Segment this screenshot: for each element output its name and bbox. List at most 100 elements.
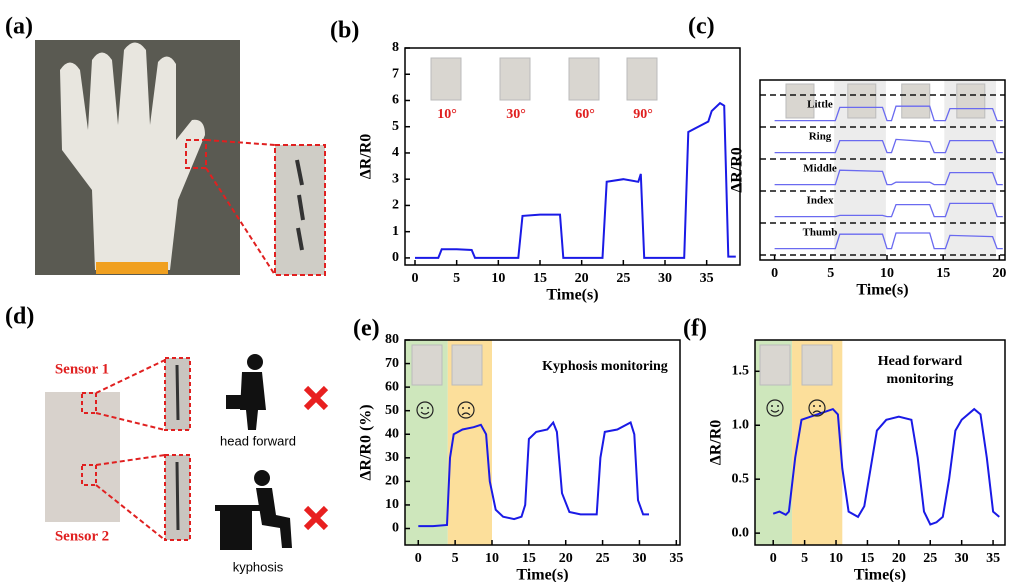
x-tick-label: 20 <box>992 266 1006 281</box>
x-tick-label: 0 <box>771 266 778 281</box>
y-axis-label: ΔR/R0 <box>729 147 746 193</box>
y-tick-label: 3 <box>392 171 399 186</box>
x-tick-label: 35 <box>986 551 1000 566</box>
x-tick-label: 0 <box>415 551 422 566</box>
annotation: 60° <box>575 107 595 122</box>
x-tick-label: 5 <box>801 551 808 566</box>
x-tick-label: 25 <box>923 551 937 566</box>
photo <box>802 345 832 385</box>
y-tick-label: 5 <box>392 119 399 134</box>
panel-label: (e) <box>353 316 380 342</box>
annotation: Head forward <box>878 354 963 369</box>
photo <box>902 84 930 118</box>
x-tick-label: 5 <box>452 551 459 566</box>
y-axis-label: ΔR/R0 <box>358 134 375 180</box>
channel-label: Thumb <box>803 227 838 239</box>
x-tick-label: 25 <box>596 551 610 566</box>
y-tick-label: 6 <box>392 93 399 108</box>
photo <box>569 58 599 100</box>
y-tick-label: 60 <box>385 379 399 394</box>
annotation: monitoring <box>887 372 954 387</box>
y-tick-label: 1 <box>392 224 399 239</box>
x-tick-label: 5 <box>453 271 460 286</box>
channel-label: Index <box>807 195 834 207</box>
photo <box>760 345 790 385</box>
x-tick-label: 20 <box>892 551 906 566</box>
x-tick-label: 30 <box>658 271 672 286</box>
photo <box>957 84 985 118</box>
x-tick-label: 15 <box>522 551 536 566</box>
x-tick-label: 0 <box>770 551 777 566</box>
face-icon <box>771 405 773 407</box>
x-tick-label: 5 <box>827 266 834 281</box>
x-tick-label: 20 <box>575 271 589 286</box>
x-tick-label: 10 <box>829 551 843 566</box>
x-tick-label: 15 <box>936 266 950 281</box>
y-tick-label: 4 <box>392 145 399 160</box>
face-icon <box>813 405 815 407</box>
y-tick-label: 40 <box>385 426 399 441</box>
x-tick-label: 10 <box>491 271 505 286</box>
photo <box>500 58 530 100</box>
figure: (a) (b) (c) (d) (e) (f) Sensor 1 Sensor … <box>0 0 1012 582</box>
y-tick-label: 10 <box>385 497 399 512</box>
posture-icons <box>215 354 326 550</box>
y-axis-label: ΔR/R0 (%) <box>358 404 375 480</box>
y-tick-label: 1.5 <box>732 364 750 379</box>
x-tick-label: 30 <box>955 551 969 566</box>
channel-label: Little <box>807 99 833 111</box>
x-tick-label: 25 <box>616 271 630 286</box>
y-tick-label: 70 <box>385 356 399 371</box>
panel-label: (d) <box>5 304 34 330</box>
panel-label: (a) <box>5 14 33 40</box>
shirt-photo <box>45 358 190 540</box>
channel-label: Middle <box>803 163 837 175</box>
x-tick-label: 10 <box>485 551 499 566</box>
annotation: 90° <box>633 107 653 122</box>
photo <box>848 84 876 118</box>
glove-photo <box>35 40 325 275</box>
x-tick-label: 10 <box>880 266 894 281</box>
x-axis-label: Time(s) <box>546 287 598 304</box>
x-tick-label: 35 <box>700 271 714 286</box>
sensor-label: Sensor 1 <box>55 361 109 377</box>
face-icon <box>468 407 470 409</box>
y-tick-label: 0 <box>392 521 399 536</box>
x-axis-label: Time(s) <box>516 567 568 582</box>
line <box>415 103 736 258</box>
sensor-label: Sensor 2 <box>55 528 109 544</box>
y-tick-label: 0.5 <box>732 471 750 486</box>
x-axis-label: Time(s) <box>854 567 906 582</box>
posture-label: head forward <box>220 433 296 448</box>
y-tick-label: 0.0 <box>732 525 750 540</box>
x-tick-label: 30 <box>632 551 646 566</box>
y-tick-label: 30 <box>385 450 399 465</box>
annotation: Kyphosis monitoring <box>542 359 668 374</box>
y-axis-label: ΔR/R0 <box>708 420 725 466</box>
face-icon <box>777 405 779 407</box>
y-tick-label: 20 <box>385 474 399 489</box>
x-tick-label: 15 <box>860 551 874 566</box>
posture-label: kyphosis <box>233 559 284 574</box>
channel-label: Ring <box>809 131 832 143</box>
x-axis-label: Time(s) <box>856 282 908 299</box>
y-tick-label: 80 <box>385 332 399 347</box>
face-icon <box>427 407 429 409</box>
x-tick-label: 0 <box>412 271 419 286</box>
face-icon <box>421 407 423 409</box>
y-tick-label: 0 <box>392 250 399 265</box>
x-tick-label: 15 <box>533 271 547 286</box>
panel-label: (b) <box>330 18 359 44</box>
face-icon <box>462 407 464 409</box>
annotation: 10° <box>437 107 457 122</box>
y-tick-label: 8 <box>392 40 399 55</box>
y-tick-label: 2 <box>392 198 399 213</box>
y-tick-label: 7 <box>392 66 399 81</box>
panel-label: (f) <box>683 316 707 342</box>
y-tick-label: 50 <box>385 403 399 418</box>
x-tick-label: 35 <box>669 551 683 566</box>
photo <box>431 58 461 100</box>
photo <box>627 58 657 100</box>
x-tick-label: 20 <box>559 551 573 566</box>
annotation: 30° <box>506 107 526 122</box>
